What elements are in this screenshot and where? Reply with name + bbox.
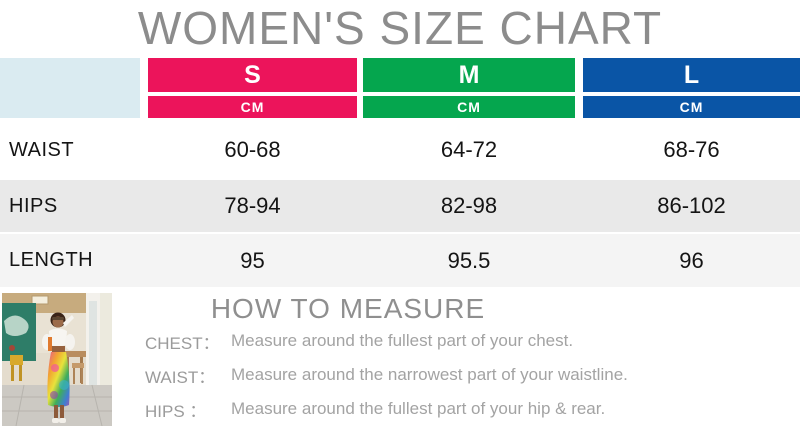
measure-label-hips: HIPS ： xyxy=(145,401,207,421)
table-row-waist: WAIST 60-68 64-72 68-76 xyxy=(0,122,800,178)
measure-label-waist: WAIST： xyxy=(145,367,216,387)
unit-header-m: CM xyxy=(363,96,575,118)
measure-line-chest: CHEST： Measure around the fullest part o… xyxy=(145,329,705,353)
table-corner-cell xyxy=(0,58,140,118)
hips-value-s: 78-94 xyxy=(224,193,281,218)
size-header-l: L xyxy=(583,58,800,92)
product-photo xyxy=(2,293,112,426)
how-to-measure-heading: HOW TO MEASURE xyxy=(210,293,486,324)
unit-header-s: CM xyxy=(148,96,357,118)
waist-value-m: 64-72 xyxy=(440,137,498,162)
measure-text-waist: Measure around the narrowest part of you… xyxy=(231,365,628,384)
row-label-length: LENGTH xyxy=(9,249,94,271)
size-header-s: S xyxy=(148,58,357,92)
row-label-hips: HIPS xyxy=(9,194,58,217)
length-value-l: 96 xyxy=(679,247,704,273)
measure-text-hips: Measure around the fullest part of your … xyxy=(231,399,606,418)
row-label-waist: WAIST xyxy=(9,138,75,161)
unit-header-l: CM xyxy=(583,96,800,118)
measure-line-hips: HIPS ： Measure around the fullest part o… xyxy=(145,397,705,421)
measure-instructions: CHEST： Measure around the fullest part o… xyxy=(145,329,705,426)
length-value-m: 95.5 xyxy=(447,247,491,273)
length-value-s: 95 xyxy=(240,247,265,273)
waist-value-l: 68-76 xyxy=(663,137,720,162)
page-title: WOMEN'S SIZE CHART xyxy=(137,2,663,54)
table-row-hips: HIPS 78-94 82-98 86-102 xyxy=(0,180,800,232)
measure-text-chest: Measure around the fullest part of your … xyxy=(231,331,574,350)
hips-value-m: 82-98 xyxy=(440,193,498,218)
product-photo-illustration xyxy=(2,293,112,426)
table-row-length: LENGTH 95 95.5 96 xyxy=(0,234,800,287)
measure-label-chest: CHEST： xyxy=(145,333,220,353)
hips-value-l: 86-102 xyxy=(657,193,726,218)
waist-value-s: 60-68 xyxy=(224,137,281,162)
size-header-m: M xyxy=(363,58,575,92)
measure-line-waist: WAIST： Measure around the narrowest part… xyxy=(145,363,705,387)
